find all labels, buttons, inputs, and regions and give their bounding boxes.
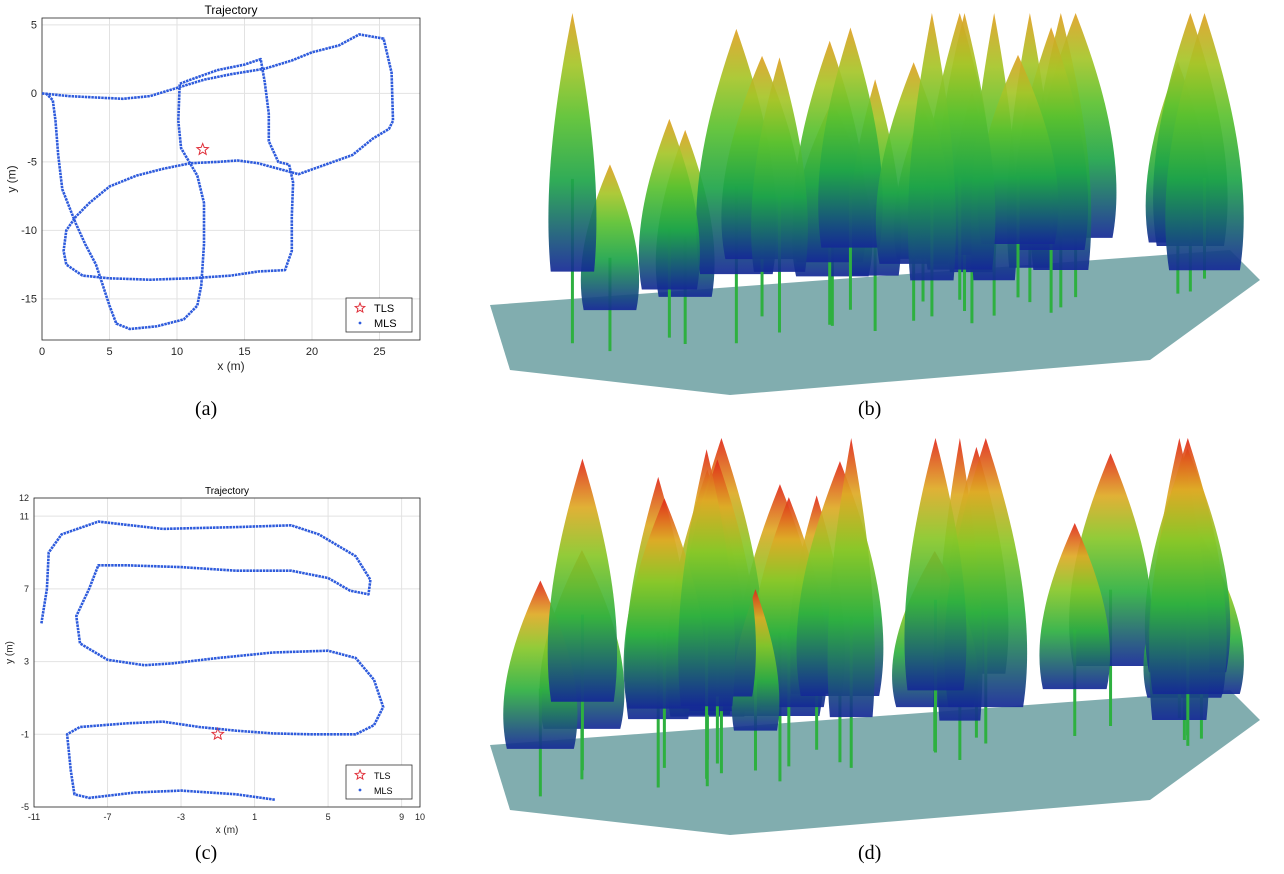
x-tick-label: 5	[106, 346, 112, 358]
tree-point-cloud	[1165, 13, 1244, 279]
x-tick-label: 25	[373, 346, 385, 358]
y-axis-label: y (m)	[4, 641, 15, 664]
mls-trajectory-line	[40, 520, 385, 801]
legend-label-mls: MLS	[374, 318, 397, 330]
tree-point-cloud	[827, 438, 875, 768]
x-tick-label: 0	[39, 346, 45, 358]
x-axis-label: x (m)	[217, 359, 244, 373]
legend: TLS MLS	[345, 764, 413, 800]
legend-tls-star-icon	[353, 301, 367, 314]
x-tick-label: 10	[415, 812, 425, 822]
tree-point-cloud	[638, 118, 700, 338]
tree-point-cloud	[1039, 522, 1111, 737]
chart-title: Trajectory	[205, 486, 249, 497]
y-tick-label: -1	[21, 729, 29, 739]
y-tick-label: 12	[19, 493, 29, 503]
y-tick-label: 3	[24, 657, 29, 667]
legend-label-tls: TLS	[374, 771, 391, 781]
caption-a: (a)	[195, 398, 218, 420]
plot-frame	[41, 17, 421, 341]
legend-tls-star-icon	[353, 768, 367, 781]
x-tick-label: 15	[238, 346, 250, 358]
tree-point-cloud	[904, 438, 967, 753]
trajectory-chart-a: 0 5 10 15 20 25 5 0 -5 -10 -15 Trajectory x (m) y (m)…	[5, 3, 421, 373]
legend-mls-dot-icon	[358, 788, 362, 792]
tree-point-cloud	[907, 13, 956, 317]
y-tick-label: -5	[27, 157, 37, 169]
tree-point-cloud	[548, 13, 597, 344]
x-tick-label: 10	[171, 346, 183, 358]
tree-point-cloud	[678, 449, 736, 779]
y-tick-label: 0	[31, 88, 37, 100]
ground-points	[490, 690, 1260, 835]
tree-point-cloud	[580, 164, 640, 352]
caption-d: (d)	[858, 842, 882, 864]
x-tick-label: 9	[399, 812, 404, 822]
x-tick-label: -3	[177, 812, 185, 822]
caption-b: (b)	[858, 398, 882, 420]
legend-mls-dot-icon	[358, 321, 362, 325]
y-tick-label: -15	[21, 294, 37, 306]
legend-label-tls: TLS	[374, 303, 394, 315]
x-tick-label: 1	[252, 812, 257, 822]
point-cloud-image-d	[490, 438, 1260, 835]
x-tick-label: -7	[104, 812, 112, 822]
point-cloud-image-b	[490, 13, 1260, 395]
tree-point-cloud	[547, 458, 618, 771]
tls-star-marker	[195, 142, 210, 156]
y-tick-label: 7	[24, 584, 29, 594]
tree-point-cloud	[977, 54, 1059, 298]
y-tick-label: -10	[21, 225, 37, 237]
tree-point-cloud	[1148, 438, 1227, 746]
x-tick-label: 20	[306, 346, 318, 358]
y-tick-label: 11	[20, 511, 29, 521]
caption-c: (c)	[195, 842, 218, 864]
y-axis-label: y (m)	[5, 165, 19, 192]
y-tick-label: 5	[31, 20, 37, 32]
tree-point-cloud	[818, 27, 883, 310]
tree-point-cloud	[751, 57, 808, 333]
mls-trajectory-line	[41, 33, 395, 331]
tree-point-cloud	[503, 580, 578, 797]
chart-title: Trajectory	[205, 3, 258, 17]
legend-label-mls: MLS	[374, 786, 393, 796]
y-tick-label: -5	[21, 802, 29, 812]
tls-star-marker	[210, 726, 225, 741]
plot-frame	[33, 497, 421, 808]
x-tick-label: -11	[28, 812, 40, 822]
legend: TLS MLS	[345, 297, 413, 333]
x-tick-label: 5	[326, 812, 331, 822]
trajectory-chart-c: -11 -7 -3 1 5 9 10 12 11 7 3 -1 -5 Trajectory x (m) y (…	[4, 486, 425, 835]
x-axis-label: x (m)	[216, 825, 239, 835]
